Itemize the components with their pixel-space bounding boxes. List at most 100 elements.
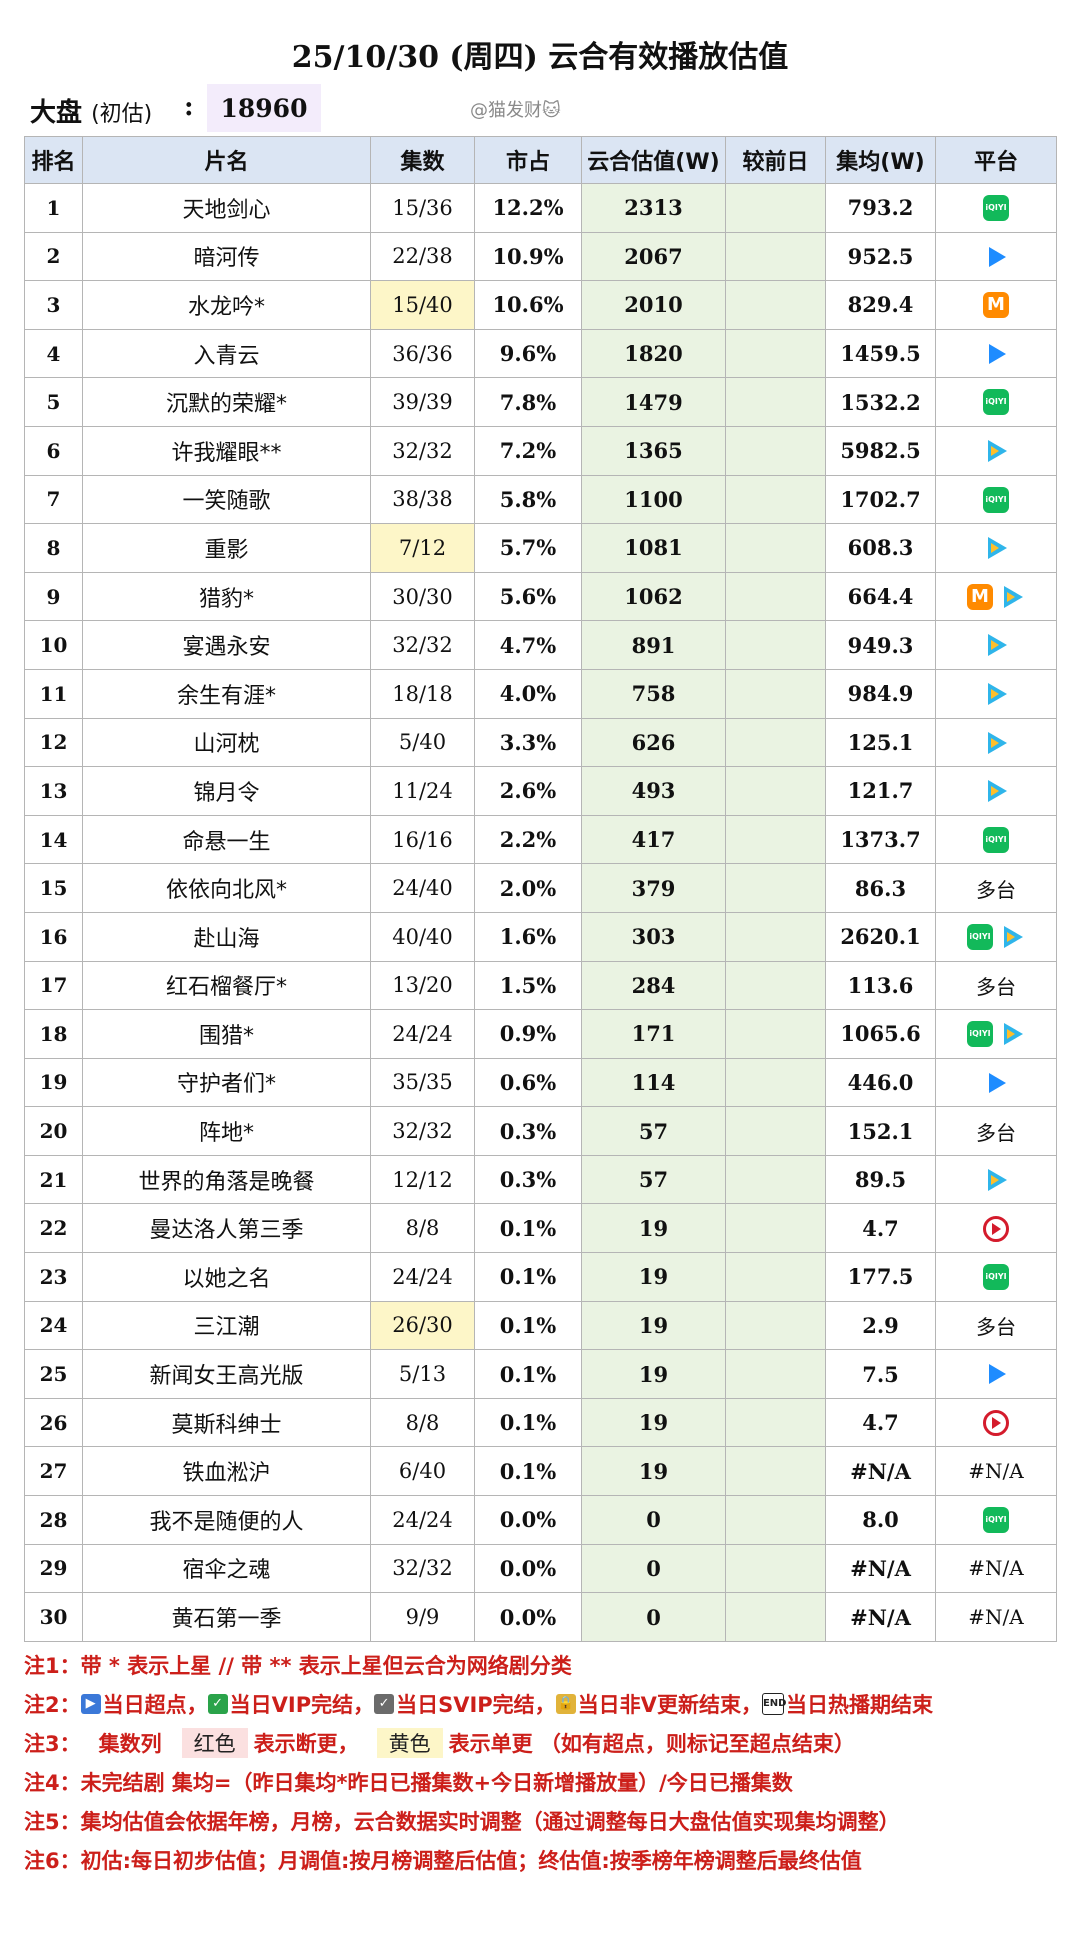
estimate-cell: 19 [581,1397,726,1448]
platform-label: #N/A [968,1605,1024,1630]
table-row: 11 余生有涯* 18/18 4.0% 758 984.9 [24,668,1057,719]
tencent-icon [999,924,1025,950]
change-cell [725,1446,826,1497]
avg-cell: #N/A [825,1543,936,1594]
episodes-cell: 32/32 [370,425,475,476]
title-cell: 余生有涯* [82,668,371,719]
estimate-cell: 19 [581,1203,726,1254]
share-cell: 0.9% [474,1009,582,1059]
estimate-cell: 379 [581,863,726,913]
rank-cell: 23 [24,1252,83,1302]
table-row: 12 山河枕 5/40 3.3% 626 125.1 [24,717,1057,768]
note-2: 注2： ▶ 当日超点， ✓ 当日VIP完结， ✓ 当日SVIP完结， 🔒 当日非V更新结… [24,1693,933,1718]
episodes-cell: 32/32 [370,1543,475,1594]
migu-icon [983,1409,1009,1436]
yellow-swatch: 黄色 [376,1728,443,1759]
estimate-cell: 2010 [581,280,726,330]
platform-cell: iQIYI [935,183,1057,233]
rank-cell: 17 [24,960,83,1011]
iqiyi-icon: iQIYI [983,1507,1009,1534]
platform-label: 多台 [976,1120,1016,1145]
title-cell: 宴遇永安 [82,620,371,670]
estimate-cell: 19 [581,1446,726,1497]
share-cell: 0.0% [474,1592,582,1642]
estimate-cell: 1100 [581,474,726,525]
episodes-cell: 16/16 [370,814,475,865]
avg-cell: 1373.7 [825,814,936,865]
market-colon: : [184,92,194,122]
change-cell [725,328,826,379]
end-arrow-icon: END [761,1693,786,1716]
episodes-cell: 32/32 [370,620,475,670]
fast-forward-icon: ▶ [80,1694,101,1715]
episodes-cell: 18/18 [370,668,475,719]
episodes-cell: 15/40 [370,280,475,330]
share-cell: 4.7% [474,620,582,670]
tencent-icon [983,778,1009,804]
iqiyi-icon: iQIYI [967,1021,993,1048]
platform-cell: M [935,571,1057,622]
estimate-cell: 1479 [581,377,726,427]
table-row: 8 重影 7/12 5.7% 1081 608.3 [24,523,1057,573]
estimate-cell: 171 [581,1009,726,1059]
episodes-cell: 35/35 [370,1057,475,1108]
table-row: 25 新闻女王高光版 5/13 0.1% 19 7.5 [24,1349,1057,1399]
platform-cell [935,1349,1057,1399]
market-label: 大盘 (初估) [30,98,153,128]
migu-icon [983,1215,1009,1242]
table-row: 9 猎豹* 30/30 5.6% 1062 664.4 M [24,571,1057,622]
rank-cell: 29 [24,1543,83,1594]
red-swatch: 红色 [181,1728,248,1759]
rank-cell: 28 [24,1495,83,1545]
table-header-row: 排名 片名 集数 市占 云合估值(W) 较前日 集均(W) 平台 [24,136,1057,184]
episodes-cell: 11/24 [370,766,475,816]
change-cell [725,960,826,1011]
episodes-cell: 32/32 [370,1106,475,1156]
estimate-cell: 284 [581,960,726,1011]
avg-cell: 2.9 [825,1300,936,1351]
market-value: 18960 [207,84,321,132]
platform-cell: iQIYI [935,814,1057,865]
table-body: 1 天地剑心 15/36 12.2% 2313 793.2 iQIYI 2 暗河传 22/38 10… [24,183,1057,1642]
platform-cell: iQIYI [935,377,1057,427]
title-cell: 铁血淞沪 [82,1446,371,1497]
platform-cell: 多台 [935,863,1057,913]
platform-label: 多台 [976,1314,1016,1339]
rank-cell: 11 [24,668,83,719]
market-summary: 大盘 (初估) : 18960 @猫发财🐱 [24,84,1056,136]
avg-cell: 446.0 [825,1057,936,1108]
share-cell: 0.0% [474,1543,582,1594]
tencent-icon [983,438,1009,464]
change-cell [725,377,826,427]
platform-cell: iQIYI [935,1252,1057,1302]
share-cell: 0.6% [474,1057,582,1108]
share-cell: 0.1% [474,1397,582,1448]
title-cell: 天地剑心 [82,183,371,233]
avg-cell: 793.2 [825,183,936,233]
column-header: 集均(W) [825,136,936,184]
share-cell: 0.0% [474,1495,582,1545]
share-cell: 0.1% [474,1252,582,1302]
estimate-cell: 758 [581,668,726,719]
check-gray-icon: ✓ [374,1694,395,1715]
change-cell [725,183,826,233]
avg-cell: 177.5 [825,1252,936,1302]
iqiyi-icon: iQIYI [983,826,1009,853]
avg-cell: 121.7 [825,766,936,816]
change-cell [725,1009,826,1059]
estimate-cell: 417 [581,814,726,865]
table-row: 6 许我耀眼** 32/32 7.2% 1365 5982.5 [24,425,1057,476]
avg-cell: 1459.5 [825,328,936,379]
change-cell [725,1543,826,1594]
iqiyi-icon: iQIYI [967,923,993,950]
rank-cell: 15 [24,863,83,913]
title-cell: 猎豹* [82,571,371,622]
episodes-cell: 5/13 [370,1349,475,1399]
note-1: 注1：带 * 表示上星 // 带 ** 表示上星但云合为网络剧分类 [24,1654,572,1679]
avg-cell: 829.4 [825,280,936,330]
watermark: @猫发财🐱 [470,100,561,121]
table-row: 24 三江潮 26/30 0.1% 19 2.9 多台 [24,1300,1057,1351]
change-cell [725,814,826,865]
title-cell: 新闻女王高光版 [82,1349,371,1399]
table-row: 7 一笑随歌 38/38 5.8% 1100 1702.7 iQIYI [24,474,1057,525]
